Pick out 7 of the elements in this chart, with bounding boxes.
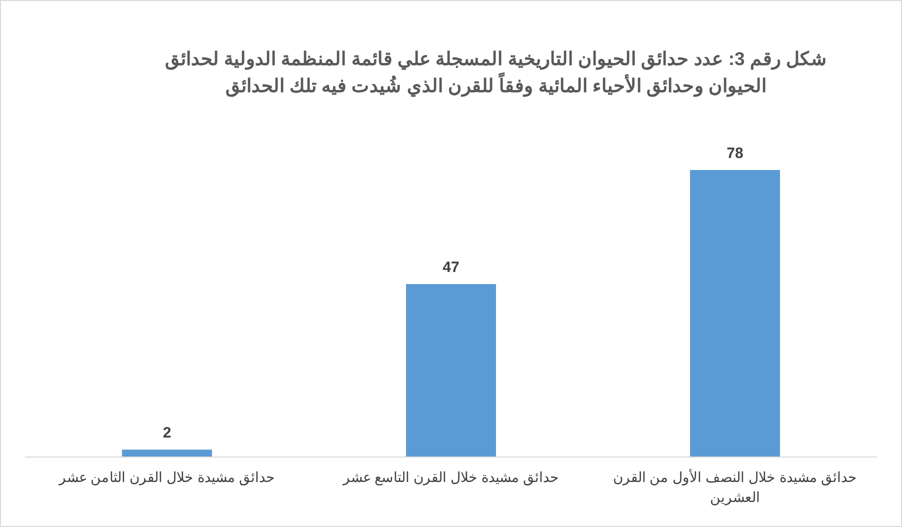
data-label: 47 bbox=[442, 259, 460, 276]
data-label: 78 bbox=[726, 145, 744, 162]
x-tick-label: حدائق مشيدة خلال القرن الثامن عشر bbox=[57, 468, 276, 487]
x-tick-label: حدائق مشيدة خلال النصف الأول من القرن العشرين bbox=[612, 468, 858, 507]
x-tick-label: حدائق مشيدة خلال القرن التاسع عشر bbox=[341, 468, 560, 487]
chart-title: شكل رقم 3: عدد حدائق الحيوان التاريخية المسجلة علي قائمة المنظمة الدولية لحدائق الحيوان وحدائق الأحياء المائية وفقاً للقرن الذي شُيدت فيه تلك الحدائق bbox=[164, 47, 828, 99]
data-label: 2 bbox=[162, 424, 172, 442]
